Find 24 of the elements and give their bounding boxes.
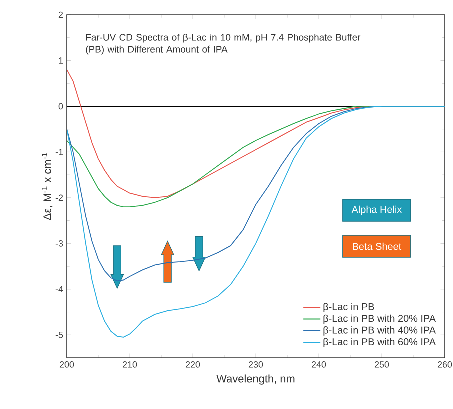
annotation: Beta Sheet bbox=[353, 242, 402, 250]
y-tick-label: 2 bbox=[58, 12, 64, 18]
x-tick-label: 250 bbox=[374, 362, 390, 368]
legend-label: β-Lac in PB with 60% IPA bbox=[324, 338, 436, 348]
x-tick-label: 260 bbox=[438, 362, 452, 368]
annotation: Alpha Helix bbox=[352, 206, 402, 216]
y-axis-title: Δε, M$^{-1}$ x cm$^{-1}$ bbox=[42, 153, 53, 220]
y-tick-label: -1 bbox=[56, 149, 64, 156]
legend-label: β-Lac in PB with 40% IPA bbox=[324, 326, 436, 336]
y-tick-label: 1 bbox=[59, 58, 64, 64]
y-tick-label: 0 bbox=[58, 103, 64, 110]
y-tick-label: -4 bbox=[56, 286, 64, 292]
x-tick-label: 230 bbox=[248, 362, 264, 368]
x-tick-label: 220 bbox=[186, 362, 200, 368]
y-tick-label: -2 bbox=[56, 194, 64, 202]
y-tick-label: -3 bbox=[56, 240, 64, 247]
legend-label: β-Lac in PB bbox=[324, 303, 374, 312]
x-tick-label: 210 bbox=[122, 362, 138, 368]
x-tick-label: 200 bbox=[60, 362, 74, 368]
legend-label: β-Lac in PB with 20% IPA bbox=[324, 314, 436, 324]
y-tick-label: -5 bbox=[56, 332, 64, 338]
text: Far-UV CD Spectra of β-Lac in 10 mM, pH 7.4 Phosphate Buffer (PB) with Different Amount of IPA bbox=[86, 34, 361, 55]
x-tick-label: 240 bbox=[312, 362, 326, 368]
x-axis-title: Wavelength, nm bbox=[216, 374, 295, 385]
